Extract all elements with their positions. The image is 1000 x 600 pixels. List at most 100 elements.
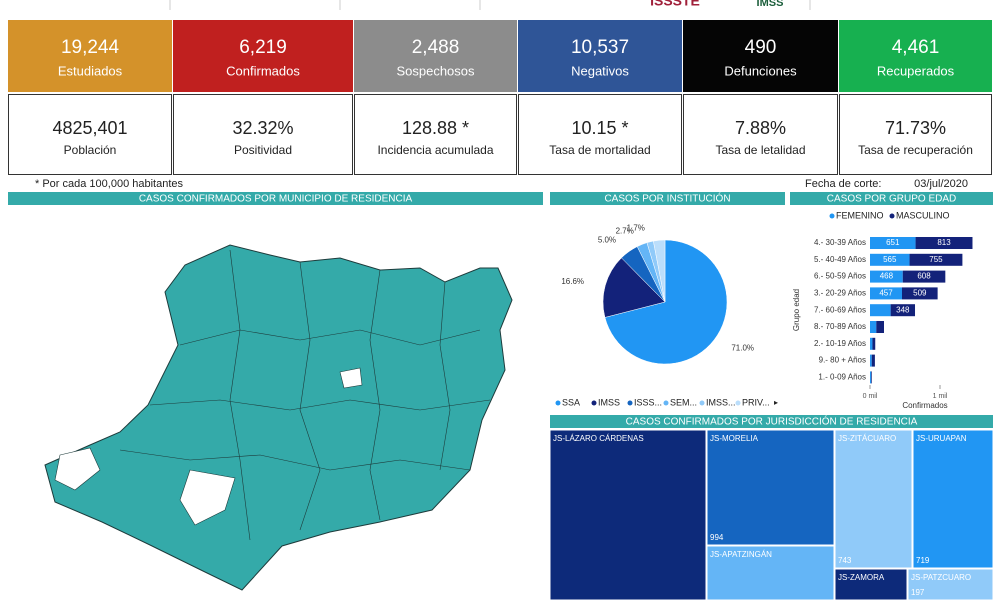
section-header	[550, 192, 785, 205]
category-label: 3.- 20-29 Años	[814, 289, 866, 298]
bar-segment	[870, 237, 916, 249]
metric-label: Población	[64, 143, 117, 157]
category-label: 2.- 10-19 Años	[814, 339, 866, 348]
legend-dot	[663, 400, 669, 406]
bar-segment	[870, 253, 910, 266]
metric-card	[173, 94, 353, 175]
bar-label: 565	[883, 255, 897, 264]
bar-segment	[901, 287, 938, 300]
metric-card	[8, 94, 172, 175]
metric-label: Tasa de recuperación	[858, 143, 973, 157]
category-label: 8.- 70-89 Años	[814, 322, 866, 331]
logo: ISSSTE	[650, 0, 700, 9]
bar-segment	[870, 321, 877, 333]
stat-value: 2,488	[412, 37, 460, 58]
treemap-cell	[834, 568, 908, 600]
treemap-value: 994	[710, 533, 724, 542]
map-hole	[179, 469, 236, 526]
treemap-cell	[549, 429, 707, 600]
bar-segment	[915, 237, 973, 249]
stat-value: 19,244	[61, 37, 120, 58]
category-label: 5.- 40-49 Años	[814, 255, 866, 264]
metric-label: Tasa de mortalidad	[549, 143, 650, 157]
municipality-borders	[119, 249, 491, 541]
section-title: CASOS CONFIRMADOS POR JURISDICCIÓN DE RE…	[626, 415, 918, 428]
treemap-cell	[907, 568, 994, 600]
border	[149, 399, 491, 411]
bar-segment	[870, 270, 903, 283]
treemap-label: JS-ZAMORA	[838, 573, 885, 582]
legend-label: FEMENINO	[836, 210, 884, 220]
bar-segment	[870, 304, 891, 317]
treemap-value: 197	[911, 588, 925, 597]
metric-card	[683, 94, 838, 175]
metric-card	[354, 94, 517, 175]
stat-label: Negativos	[571, 63, 629, 78]
border	[299, 261, 321, 531]
metric-value: 128.88 *	[402, 118, 469, 138]
legend-label: ISSS...	[634, 397, 662, 407]
legend-label: IMSS...	[706, 397, 736, 407]
legend-label: MASCULINO	[896, 210, 950, 220]
treemap-label: JS-ZITÁCUARO	[838, 434, 896, 443]
metric-value: 4825,401	[52, 118, 127, 138]
bar-segment	[870, 354, 872, 367]
bar-segment	[876, 321, 884, 333]
x-tick-label: 1 mil	[933, 393, 948, 400]
pie-label: 5.0%	[598, 235, 616, 244]
border	[119, 449, 471, 471]
legend-dot	[555, 400, 561, 406]
section-header	[8, 192, 543, 205]
stat-card	[173, 20, 353, 92]
footnote: * Por cada 100,000 habitantes	[35, 178, 184, 190]
bar-segment	[870, 371, 872, 384]
pie-slice	[602, 257, 666, 318]
legend-dot	[829, 213, 835, 219]
treemap-label: JS-URUAPAN	[916, 434, 967, 443]
legend-label: SEM...	[670, 397, 697, 407]
stat-label: Confirmados	[226, 63, 300, 78]
pie-slice	[653, 239, 666, 303]
bar-segment	[871, 371, 872, 384]
stat-value: 4,461	[892, 37, 940, 58]
border	[369, 269, 381, 521]
stat-card	[8, 20, 172, 92]
x-axis-label: Confirmados	[902, 401, 947, 410]
pie-slice	[604, 239, 728, 365]
treemap-cell	[834, 429, 913, 569]
treemap-cell	[706, 545, 835, 600]
treemap-label: JS-APATZINGÁN	[710, 550, 772, 559]
treemap-value: 719	[916, 556, 930, 565]
bar-segment	[890, 304, 916, 317]
treemap-value: 743	[838, 556, 852, 565]
legend-label: PRIV...	[742, 397, 770, 407]
logo-strip: ISSSTE IMSS	[169, 0, 811, 10]
stat-value: 10,537	[571, 37, 629, 58]
section-title: CASOS POR GRUPO EDAD	[827, 194, 956, 205]
treemap-cell	[706, 429, 835, 546]
pie-label: 71.0%	[731, 344, 754, 353]
pie-label: 2.7%	[616, 227, 634, 236]
border	[229, 249, 251, 541]
stat-card	[683, 20, 838, 92]
category-label: 4.- 30-39 Años	[814, 238, 866, 247]
category-label: 7.- 60-69 Años	[814, 305, 866, 314]
section-header	[550, 415, 993, 428]
bar-label: 755	[929, 255, 943, 264]
bar-label: 468	[880, 272, 894, 281]
stat-label: Estudiados	[58, 63, 123, 78]
stat-value: 490	[745, 37, 777, 58]
pie-label: 1.7%	[627, 223, 645, 232]
border	[439, 281, 451, 471]
metric-value: 10.15 *	[571, 118, 628, 138]
legend-dot	[735, 400, 741, 406]
bar-segment	[870, 337, 873, 350]
section-header	[790, 192, 993, 205]
legend-more: ▸	[774, 398, 778, 407]
legend-label: IMSS	[598, 397, 620, 407]
legend-dot	[699, 400, 705, 406]
legend-dot	[591, 400, 597, 406]
stat-label: Recuperados	[877, 63, 955, 78]
category-label: 1.- 0-09 Años	[818, 373, 866, 382]
pie-label: 16.6%	[561, 277, 584, 286]
